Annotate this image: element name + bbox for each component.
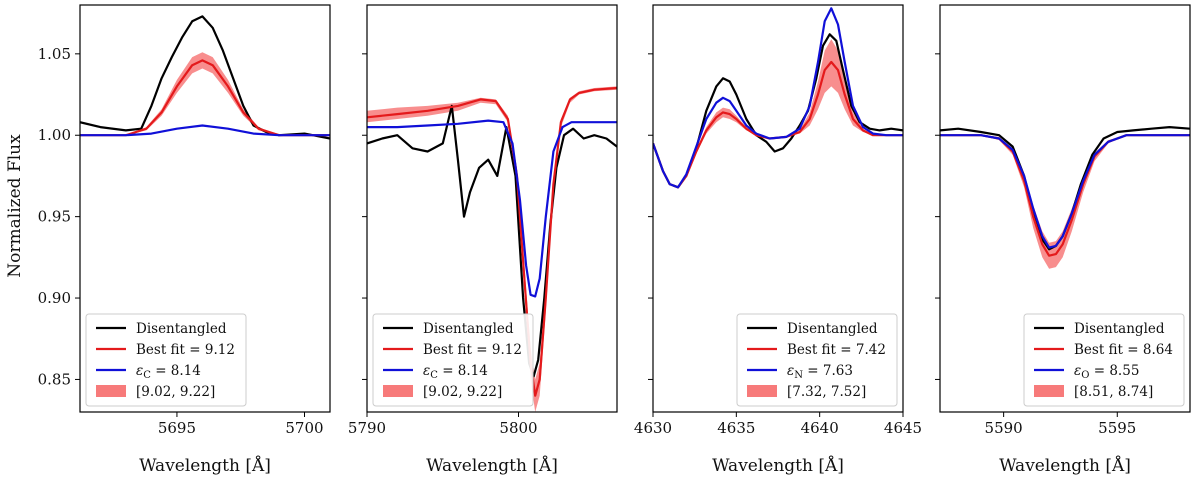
legend-entry-band: [7.32, 7.52] [787, 384, 866, 400]
series-line-model [653, 7, 903, 189]
series-line-best-fit [940, 134, 1190, 257]
legend-swatch [96, 385, 126, 397]
series-line-best-fit [80, 59, 330, 137]
plot-area [940, 126, 1190, 269]
x-axis-label: Wavelength [Å] [999, 455, 1131, 476]
legend-entry-best-fit: Best fit = 9.12 [423, 342, 522, 358]
plot-area [653, 7, 903, 189]
legend-swatch [383, 385, 413, 397]
legend-entry-best-fit: Best fit = 7.42 [787, 342, 886, 358]
axes-frame [939, 4, 1191, 413]
axes-frame [366, 4, 618, 413]
legend-entry-band: [9.02, 9.22] [423, 384, 502, 400]
panel-1: 0.85 0.90 0.95 1.00 1.05 5695 5700 Wavelength [… [38, 4, 331, 476]
y-tick-label: 0.90 [38, 289, 71, 307]
y-tick-label: 1.05 [38, 45, 71, 63]
legend: Disentangled Best fit = 9.12 εC = 8.14 [9.0… [372, 313, 534, 407]
legend-entry-band: [8.51, 8.74] [1074, 384, 1153, 400]
series-line-model [80, 124, 330, 137]
x-tick-label: 5595 [1098, 419, 1136, 437]
legend-entry-model: εN = 7.63 [787, 363, 853, 381]
series-line-model [367, 119, 617, 298]
legend-entry-disentangled: Disentangled [423, 321, 514, 337]
series-line-best-fit [653, 60, 903, 189]
axes-frame [79, 4, 331, 413]
legend-swatch [1034, 385, 1064, 397]
series-line-model [940, 134, 1190, 249]
legend-entry-disentangled: Disentangled [1074, 321, 1165, 337]
legend-entry-band: [9.02, 9.22] [136, 384, 215, 400]
legend: Disentangled Best fit = 8.64 εO = 8.55 [8.5… [1023, 313, 1185, 407]
legend-frame [85, 313, 247, 407]
x-tick-label: 5590 [985, 419, 1023, 437]
legend: Disentangled Best fit = 7.42 εN = 7.63 [7.3… [736, 313, 898, 407]
x-tick-label: 4630 [634, 419, 672, 437]
x-tick-label: 4645 [884, 419, 922, 437]
legend-entry-best-fit: Best fit = 8.64 [1074, 342, 1173, 358]
confidence-band [80, 52, 330, 136]
x-axis-label: Wavelength [Å] [426, 455, 558, 476]
confidence-band [940, 135, 1190, 269]
x-tick-label: 5700 [285, 419, 323, 437]
legend-entry-model: εC = 8.14 [136, 363, 201, 381]
legend: Disentangled Best fit = 9.12 εC = 8.14 [9.0… [85, 313, 247, 407]
x-axis-label: Wavelength [Å] [712, 455, 844, 476]
legend-frame [372, 313, 534, 407]
y-axis-label: Normalized Flux [5, 134, 25, 278]
x-tick-label: 4635 [717, 419, 755, 437]
x-axis-label: Wavelength [Å] [139, 455, 271, 476]
axes-frame [652, 4, 904, 413]
series-line-disentangled [367, 104, 617, 378]
plot-area [80, 15, 330, 140]
y-tick-label: 1.00 [38, 126, 71, 144]
panel-3: 4630 4635 4640 4645 Wavelength [Å] Disentangl… [634, 4, 922, 476]
y-tick-label: 0.85 [38, 370, 71, 388]
legend-frame [736, 313, 898, 407]
legend-entry-model: εO = 8.55 [1074, 363, 1139, 381]
legend-swatch [747, 385, 777, 397]
panel-4: 5590 5595 Wavelength [Å] Disentangled Best f… [935, 4, 1191, 476]
x-tick-label: 5695 [158, 419, 196, 437]
legend-frame [1023, 313, 1185, 407]
x-tick-label: 5800 [499, 419, 537, 437]
legend-entry-disentangled: Disentangled [787, 321, 878, 337]
legend-entry-best-fit: Best fit = 9.12 [136, 342, 235, 358]
panel-2: 5790 5800 Wavelength [Å] Disentangled Best f… [348, 4, 618, 476]
y-tick-label: 0.95 [38, 208, 71, 226]
x-tick-label: 5790 [348, 419, 386, 437]
legend-entry-model: εC = 8.14 [423, 363, 488, 381]
series-line-disentangled [80, 15, 330, 140]
x-tick-label: 4640 [801, 419, 839, 437]
legend-entry-disentangled: Disentangled [136, 321, 227, 337]
